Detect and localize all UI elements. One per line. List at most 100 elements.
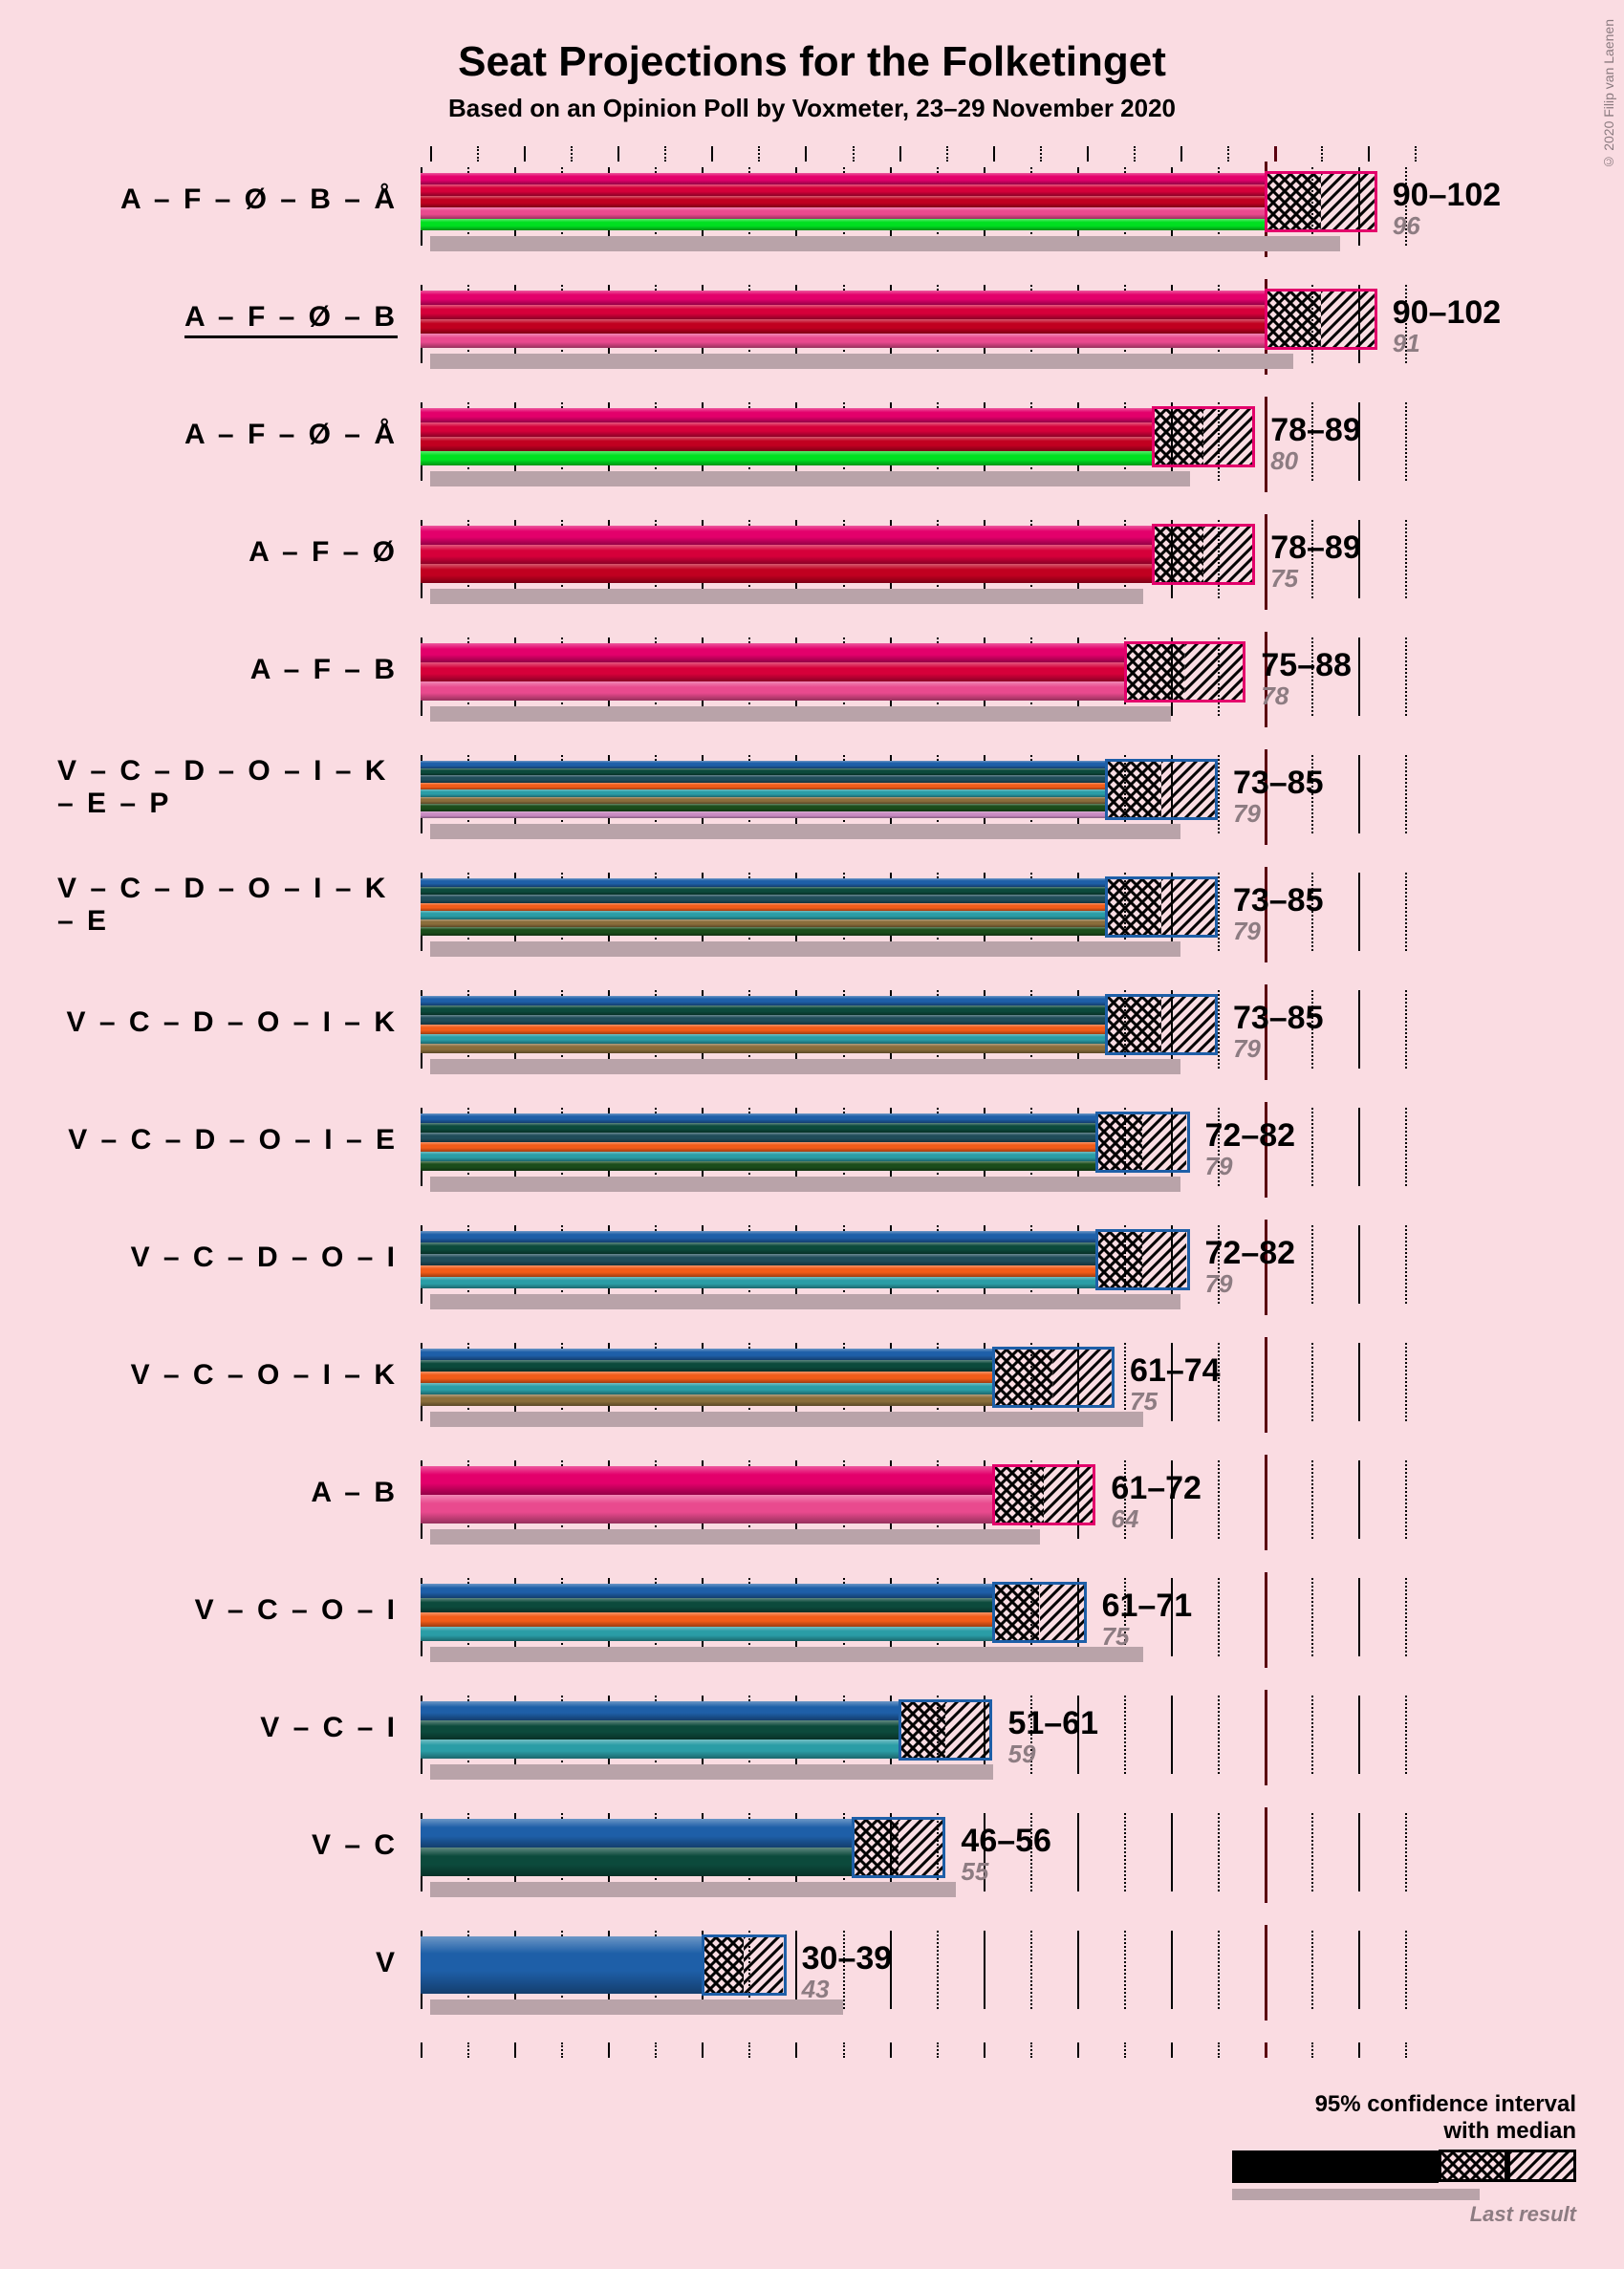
range-label: 73–85 [1233,1000,1482,1037]
last-result-label: 79 [1233,917,1482,946]
last-result-label: 55 [961,1857,1209,1887]
range-label: 90–102 [1393,177,1624,214]
range-label: 73–85 [1233,765,1482,802]
last-result-label: 96 [1393,211,1624,241]
last-result-bar [430,941,1180,957]
legend-ci-text: 95% confidence interval with median [1232,2091,1576,2145]
range-label: 30–39 [802,1940,1050,1977]
coalition-row: A – B61–7264 [57,1455,1567,1572]
coalition-label: V [57,1925,411,2001]
coalition-row: V – C – D – O – I – K – E – P 73–8579 [57,749,1567,867]
range-label: 51–61 [1007,1705,1256,1742]
last-result-label: 79 [1205,1269,1454,1299]
projection-bar [421,643,1124,701]
coalition-row: V – C – D – O – I – K – E 73–8579 [57,867,1567,984]
coalition-label: V – C – D – O – I – K [57,984,411,1061]
last-result-label: 79 [1233,1034,1482,1064]
last-result-label: 79 [1205,1152,1454,1181]
last-result-bar [430,706,1171,722]
last-result-bar [430,1647,1143,1662]
last-result-label: 75 [1270,564,1519,594]
coalition-label: A – F – Ø – B – Å [57,162,411,238]
last-result-bar [430,824,1180,839]
coalition-plot [411,1807,1415,1903]
coalition-label: A – F – Ø – Å [57,397,411,473]
coalition-label: V – C – D – O – I – K – E [57,867,411,943]
coalition-label: V – C – D – O – I – E [57,1102,411,1178]
range-label: 78–89 [1270,529,1519,567]
projection-bar [421,1466,992,1523]
last-result-bar [430,1294,1180,1309]
confidence-interval [1095,1229,1189,1290]
last-result-bar [430,236,1340,251]
projection-bar [421,996,1105,1053]
last-result-label: 59 [1007,1740,1256,1769]
last-result-bar [430,471,1190,486]
last-result-label: 43 [802,1975,1050,2004]
coalition-row: A – F – Ø – B – Å90–10296 [57,162,1567,279]
coalition-row: V – C46–5655 [57,1807,1567,1925]
confidence-interval [852,1817,945,1878]
coalition-plot [411,397,1415,492]
range-label: 73–85 [1233,882,1482,919]
chart-subtitle: Based on an Opinion Poll by Voxmeter, 23… [0,86,1624,146]
confidence-interval [1152,524,1255,585]
projection-bar [421,1113,1095,1171]
legend-ci-bar [1232,2150,1576,2183]
range-label: 72–82 [1205,1235,1454,1272]
confidence-interval [992,1464,1095,1525]
coalition-label: A – B [57,1455,411,1531]
projection-bar [421,761,1105,818]
last-result-bar [430,354,1293,369]
range-label: 90–102 [1393,294,1624,332]
confidence-interval [992,1347,1115,1408]
last-result-bar [430,1177,1180,1192]
coalition-row: A – F – Ø 78–8975 [57,514,1567,632]
confidence-interval [899,1699,992,1761]
last-result-label: 80 [1270,446,1519,476]
legend-last-text: Last result [1232,2202,1576,2227]
projection-bar [421,1819,852,1876]
confidence-interval [1152,406,1255,467]
projection-bar [421,291,1265,348]
copyright-text: © 2020 Filip van Laenen [1601,19,1616,170]
range-label: 75–88 [1261,647,1509,684]
coalition-row: V 30–3943 [57,1925,1567,2042]
last-result-bar [430,1059,1180,1074]
confidence-interval [1105,759,1218,820]
legend: 95% confidence interval with median Last… [1232,2091,1576,2227]
coalition-row: A – F – B 75–8878 [57,632,1567,749]
coalition-label: V – C – D – O – I [57,1220,411,1296]
range-label: 72–82 [1205,1117,1454,1155]
confidence-interval [1265,289,1377,350]
projection-bar [421,526,1152,583]
coalition-label: A – F – Ø [57,514,411,591]
confidence-interval [1095,1112,1189,1173]
coalition-label: V – C – O – I – K [57,1337,411,1414]
projection-bar [421,1701,899,1759]
coalition-label: V – C – D – O – I – K – E – P [57,749,411,826]
range-label: 61–72 [1111,1470,1359,1507]
coalition-row: A – F – Ø – Å78–8980 [57,397,1567,514]
last-result-label: 78 [1261,681,1509,711]
coalition-label: A – F – B [57,632,411,708]
projection-bar [421,878,1105,936]
projection-bar [421,173,1265,230]
coalition-label: A – F – Ø – B [57,279,411,356]
confidence-interval [1265,171,1377,232]
last-result-bar [430,1529,1040,1545]
coalition-row: V – C – D – O – I 72–8279 [57,1220,1567,1337]
coalition-row: V – C – I 51–6159 [57,1690,1567,1807]
coalition-label: V – C – I [57,1690,411,1766]
last-result-bar [430,1764,993,1780]
last-result-bar [430,1999,843,2015]
coalition-row: A – F – Ø – B90–10291 [57,279,1567,397]
coalition-label: V – C [57,1807,411,1884]
projection-bar [421,1231,1095,1288]
last-result-label: 79 [1233,799,1482,829]
coalition-plot [411,162,1415,257]
coalition-plot [411,279,1415,375]
confidence-interval [1105,994,1218,1055]
coalition-label: V – C – O – I [57,1572,411,1649]
confidence-interval [992,1582,1086,1643]
